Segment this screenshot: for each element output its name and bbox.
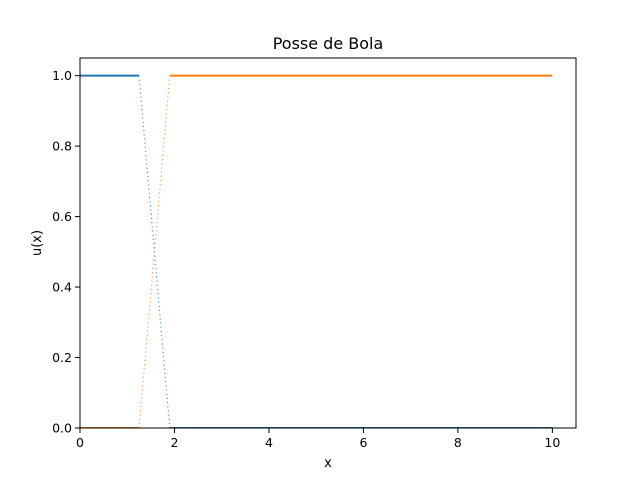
x-tick-label: 10 bbox=[544, 435, 560, 450]
chart-title: Posse de Bola bbox=[273, 34, 384, 53]
series-layer bbox=[80, 74, 553, 428]
y-tick-label: 0.8 bbox=[52, 139, 72, 154]
plot-area bbox=[80, 58, 576, 428]
y-tick-label: 0.2 bbox=[52, 350, 72, 365]
y-tick-label: 0.6 bbox=[52, 209, 72, 224]
y-tick-label: 0.4 bbox=[52, 280, 72, 295]
x-tick-label: 0 bbox=[76, 435, 84, 450]
x-axis-label: x bbox=[324, 456, 332, 471]
series-2-segment-2 bbox=[138, 75, 171, 428]
x-axis: 0 2 4 6 8 10 bbox=[76, 428, 560, 450]
x-tick-label: 4 bbox=[265, 435, 273, 450]
x-tick-label: 8 bbox=[454, 435, 462, 450]
x-tick-label: 2 bbox=[170, 435, 178, 450]
y-axis-label: u(x) bbox=[30, 230, 45, 256]
x-tick-label: 6 bbox=[359, 435, 367, 450]
y-tick-label: 0.0 bbox=[52, 421, 72, 436]
y-axis: 0.0 0.2 0.4 0.6 0.8 1.0 bbox=[52, 68, 80, 436]
y-tick-label: 1.0 bbox=[52, 68, 72, 83]
plot-frame bbox=[79, 57, 577, 429]
